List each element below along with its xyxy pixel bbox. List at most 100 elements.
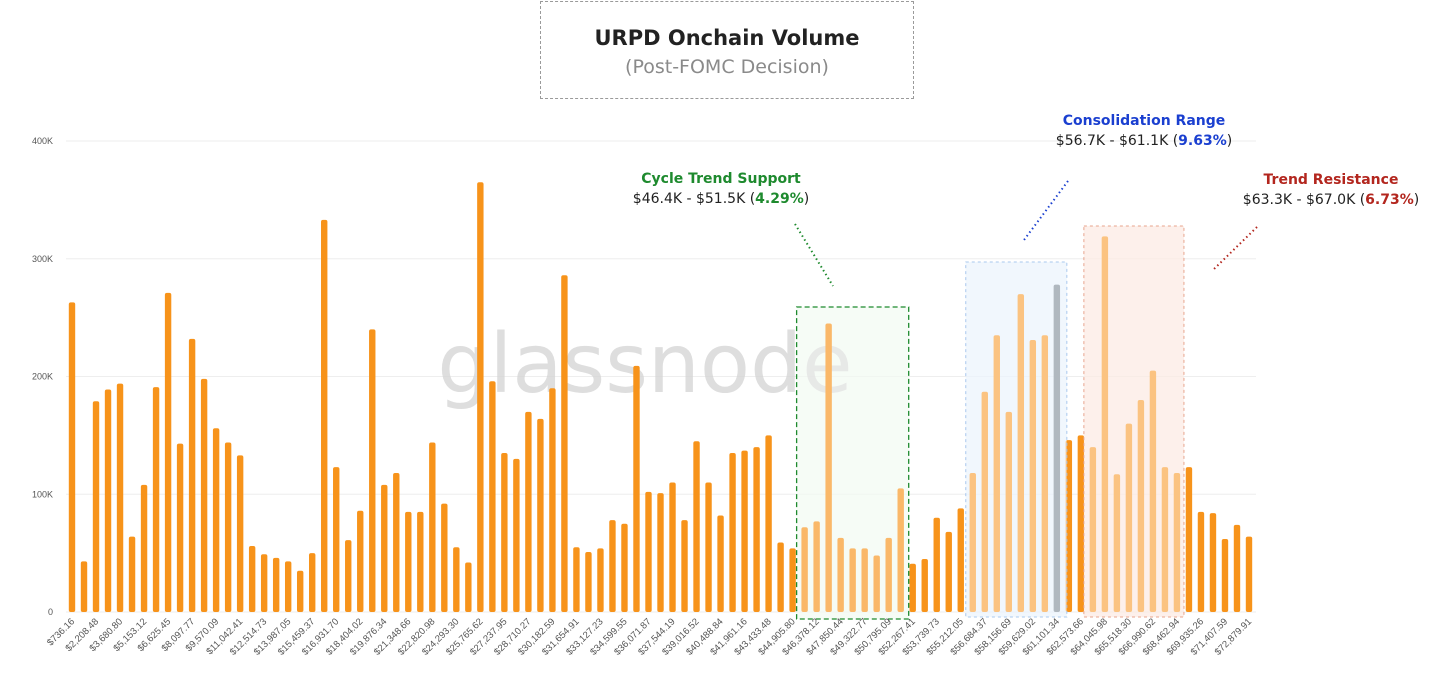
bar xyxy=(729,453,736,612)
bar xyxy=(777,542,784,612)
annotation-support-heading: Cycle Trend Support xyxy=(641,171,801,187)
bar xyxy=(861,548,868,612)
bar xyxy=(429,442,436,612)
bar xyxy=(68,302,76,612)
bar xyxy=(1101,236,1109,612)
bar xyxy=(753,447,760,612)
bar xyxy=(585,551,592,612)
bar xyxy=(1209,513,1217,612)
highlight-region-overlay-2 xyxy=(965,261,1068,618)
bar xyxy=(296,570,304,612)
bar xyxy=(501,453,508,612)
bar xyxy=(681,520,688,612)
bar xyxy=(200,378,208,612)
bar xyxy=(633,365,640,612)
annotation-consolidation: Consolidation Range $56.7K - $61.1K (9.6… xyxy=(1052,113,1236,149)
bar xyxy=(825,323,832,612)
annotation-resistance: Trend Resistance $63.3K - $67.0K (6.73%) xyxy=(1241,172,1421,208)
bar xyxy=(333,467,340,612)
current-price-bar xyxy=(1053,284,1061,612)
bar xyxy=(152,387,160,612)
bar xyxy=(381,484,388,612)
bar xyxy=(621,523,628,612)
leader-resistance xyxy=(1211,226,1258,272)
annotation-support: Cycle Trend Support $46.4K - $51.5K (4.2… xyxy=(632,171,810,207)
chart-subtitle: (Post-FOMC Decision) xyxy=(625,56,829,78)
bar xyxy=(80,561,88,612)
highlight-region-overlays xyxy=(795,225,1185,620)
bar xyxy=(357,510,364,612)
bar xyxy=(369,329,376,612)
bar xyxy=(981,391,988,612)
bar xyxy=(1005,411,1012,612)
y-tick-label: 0 xyxy=(48,607,53,617)
highlight-region-overlay-3 xyxy=(1083,225,1185,618)
bar xyxy=(537,418,544,612)
annotation-consolidation-range: $56.7K - $61.1K (9.63%) xyxy=(1055,133,1233,149)
bar xyxy=(393,473,400,612)
leader-consolidation xyxy=(1023,180,1069,241)
bar xyxy=(116,383,124,612)
bar xyxy=(1161,467,1169,612)
y-tick-label: 300K xyxy=(32,254,53,264)
bar xyxy=(705,482,712,612)
bar xyxy=(176,443,184,612)
bar xyxy=(236,455,244,612)
bar xyxy=(1149,370,1157,612)
bar xyxy=(453,547,460,612)
bar xyxy=(933,517,940,612)
bar xyxy=(597,548,604,612)
bar xyxy=(1113,474,1121,612)
bar xyxy=(813,521,820,612)
bar xyxy=(789,548,796,612)
bar xyxy=(1017,294,1025,612)
bar xyxy=(897,488,904,612)
bar xyxy=(224,442,232,612)
bar xyxy=(1221,538,1229,612)
bar xyxy=(561,275,568,612)
bar xyxy=(284,561,292,612)
bar xyxy=(885,537,892,612)
bar xyxy=(765,435,772,612)
annotation-leaders xyxy=(794,180,1258,287)
bar xyxy=(741,450,748,612)
bar xyxy=(272,557,280,612)
bar xyxy=(657,493,664,612)
y-axis: 0 100K 200K 300K 400K xyxy=(32,136,53,617)
bar xyxy=(1197,511,1205,612)
bar xyxy=(993,335,1000,612)
bars xyxy=(68,182,1253,612)
bar xyxy=(1089,447,1097,612)
bar xyxy=(957,508,964,612)
bar xyxy=(417,511,424,612)
bar xyxy=(1125,423,1133,612)
bar xyxy=(513,458,520,612)
bar xyxy=(248,546,256,612)
bar xyxy=(164,292,172,612)
x-axis: $736.16$2,208.48$3,680.80$5,153.12$6,625… xyxy=(45,616,1254,657)
bar xyxy=(573,547,580,612)
bar xyxy=(441,503,448,612)
bar xyxy=(849,548,856,612)
bar xyxy=(549,388,556,612)
annotation-consolidation-heading: Consolidation Range xyxy=(1062,113,1226,129)
title-box: URPD Onchain Volume (Post-FOMC Decision) xyxy=(540,1,914,99)
bar xyxy=(309,553,316,612)
bar xyxy=(477,182,484,612)
bar xyxy=(717,515,724,612)
bar xyxy=(525,411,532,612)
watermark: glassnode xyxy=(437,317,852,412)
bar xyxy=(1077,435,1085,612)
bar xyxy=(321,219,328,612)
leader-support xyxy=(794,223,834,287)
bar xyxy=(489,381,496,612)
bar xyxy=(465,562,472,612)
bar xyxy=(969,473,976,612)
bar xyxy=(1233,524,1241,612)
bar xyxy=(837,537,844,612)
bar xyxy=(405,511,412,612)
bar xyxy=(801,527,808,612)
chart-title: URPD Onchain Volume xyxy=(594,26,860,50)
annotation-resistance-heading: Trend Resistance xyxy=(1263,172,1399,188)
